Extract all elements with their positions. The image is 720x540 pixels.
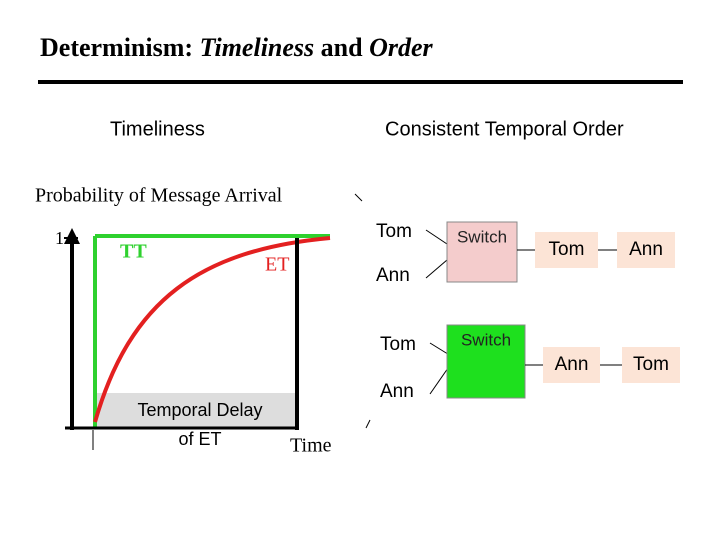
switch-box xyxy=(446,221,518,283)
switch-label: Switch xyxy=(457,227,507,246)
switch-box xyxy=(446,324,526,399)
output-label: Tom xyxy=(633,354,669,375)
connector xyxy=(425,229,448,245)
output-label: Tom xyxy=(549,239,585,260)
heading: Consistent Temporal Order xyxy=(385,118,624,140)
output-box xyxy=(535,232,598,268)
switch-label: Switch xyxy=(461,330,511,349)
heading: Timeliness xyxy=(110,118,205,140)
input-label: Tom xyxy=(380,334,416,355)
title-part: Order xyxy=(369,33,433,62)
input-label: Ann xyxy=(380,381,414,402)
slide-title: Determinism: Timeliness and Order xyxy=(40,33,434,62)
output-label: Ann xyxy=(629,239,663,260)
title-part: Determinism: xyxy=(40,33,200,62)
delay-label: of ET xyxy=(178,429,221,449)
et-curve xyxy=(93,236,331,423)
output-box xyxy=(617,232,675,268)
output-box xyxy=(543,347,600,383)
et-label: ET xyxy=(265,254,289,276)
output-box xyxy=(622,347,680,383)
tt-label: TT xyxy=(120,241,147,263)
delay-label: Temporal Delay xyxy=(137,400,262,420)
connector xyxy=(425,259,448,279)
input-label: Ann xyxy=(376,265,410,286)
output-label: Ann xyxy=(555,354,589,375)
mark xyxy=(365,419,371,429)
delay-box xyxy=(95,393,297,428)
arrow-head xyxy=(64,228,80,244)
connector xyxy=(429,342,448,354)
y-tick-label: 1 xyxy=(55,228,64,248)
x-label: Time xyxy=(290,435,332,457)
input-label: Tom xyxy=(376,221,412,242)
mark xyxy=(354,193,363,202)
switch-rows: Tom Ann Switch Tom Ann Tom Ann Switch Ann Tom xyxy=(376,221,680,402)
y-label: Probability of Message Arrival xyxy=(35,185,283,207)
title-part: Timeliness xyxy=(200,33,315,62)
connector xyxy=(429,369,448,395)
title-part: and xyxy=(314,33,369,62)
